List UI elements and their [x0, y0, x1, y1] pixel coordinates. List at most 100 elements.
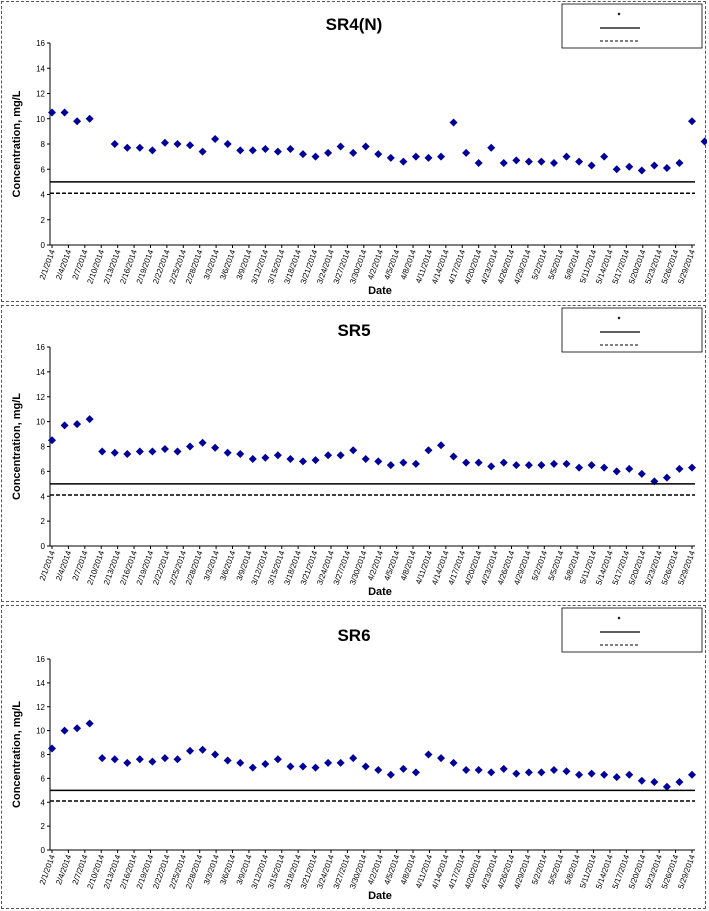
data-point	[110, 140, 119, 148]
data-point	[374, 766, 383, 775]
data-point	[462, 148, 471, 157]
legend	[561, 307, 703, 353]
data-point	[612, 165, 621, 174]
data-point	[73, 724, 82, 733]
data-point	[399, 764, 408, 773]
data-point	[198, 147, 207, 156]
data-point	[160, 444, 169, 453]
data-point	[650, 477, 659, 486]
chart-title: SR6	[337, 626, 370, 645]
data-point	[474, 458, 483, 467]
data-point	[273, 451, 282, 460]
data-point	[374, 150, 383, 159]
data-point	[562, 767, 571, 776]
data-point	[549, 766, 558, 775]
data-point	[198, 438, 207, 447]
legend-box	[561, 3, 703, 49]
data-point	[336, 142, 345, 151]
data-point	[549, 158, 558, 167]
legend	[561, 3, 703, 49]
data-point	[524, 157, 533, 166]
y-axis-label: Concentration, mg/L	[11, 90, 23, 197]
data-point	[449, 118, 458, 127]
data-point	[487, 768, 496, 777]
y-tick-label: 10	[36, 115, 45, 124]
data-point	[487, 462, 496, 471]
data-point	[261, 453, 270, 462]
y-tick-label: 8	[41, 140, 46, 149]
data-point	[286, 454, 295, 463]
y-tick-label: 6	[41, 165, 46, 174]
data-point	[173, 140, 182, 148]
data-point	[512, 461, 521, 470]
data-point	[700, 137, 707, 146]
data-point	[437, 152, 446, 161]
data-point	[600, 152, 609, 161]
data-point	[85, 719, 94, 728]
data-point	[587, 769, 596, 778]
data-point	[186, 141, 195, 150]
data-point	[474, 158, 483, 167]
data-point	[499, 764, 508, 773]
data-point	[148, 447, 157, 456]
y-tick-label: 4	[41, 798, 46, 807]
data-point	[223, 448, 232, 457]
chart-panel-sr5: SR5 Concentration, mg/L Date 0 2 4 6 8 10 12 14 16 2…	[1, 305, 706, 602]
data-point	[562, 459, 571, 468]
y-tick-label: 8	[41, 443, 46, 452]
y-tick-label: 0	[41, 542, 46, 551]
data-point	[60, 108, 69, 117]
x-axis-label: Date	[368, 890, 392, 902]
data-point	[186, 442, 195, 451]
data-point	[487, 143, 496, 152]
data-point	[637, 776, 646, 785]
data-point	[236, 758, 245, 767]
y-tick-label: 6	[41, 467, 46, 476]
y-tick-label: 4	[41, 492, 46, 501]
data-point	[675, 777, 684, 786]
data-point	[248, 454, 257, 463]
data-point	[298, 150, 307, 159]
data-point	[411, 768, 420, 777]
data-point	[625, 464, 634, 473]
data-point	[675, 158, 684, 167]
data-point	[537, 461, 546, 470]
data-point	[662, 782, 671, 791]
data-point	[374, 457, 383, 466]
data-point	[424, 153, 433, 162]
data-point	[650, 777, 659, 786]
data-point	[98, 754, 107, 763]
data-point	[587, 461, 596, 470]
data-point	[462, 766, 471, 775]
x-axis-label: Date	[368, 285, 392, 297]
data-point	[298, 457, 307, 466]
data-point	[60, 726, 69, 735]
data-point	[311, 763, 320, 772]
data-point	[637, 166, 646, 175]
data-point	[524, 461, 533, 470]
data-point	[349, 754, 358, 763]
data-point	[474, 766, 483, 775]
data-point	[612, 467, 621, 476]
data-point	[662, 163, 671, 172]
data-point	[650, 161, 659, 170]
data-point	[123, 449, 132, 458]
y-tick-label: 2	[41, 822, 46, 831]
data-point	[324, 451, 333, 460]
data-point	[512, 156, 521, 165]
data-point	[587, 161, 596, 170]
data-point	[600, 463, 609, 472]
data-point	[198, 745, 207, 754]
data-point	[261, 760, 270, 769]
y-axis-label: Concentration, mg/L	[11, 393, 23, 500]
data-point	[537, 768, 546, 777]
data-point	[411, 152, 420, 161]
y-tick-label: 16	[36, 655, 45, 664]
data-point	[85, 415, 94, 424]
data-point	[186, 746, 195, 755]
data-point	[236, 146, 245, 155]
data-point	[449, 452, 458, 461]
data-point	[386, 153, 395, 162]
